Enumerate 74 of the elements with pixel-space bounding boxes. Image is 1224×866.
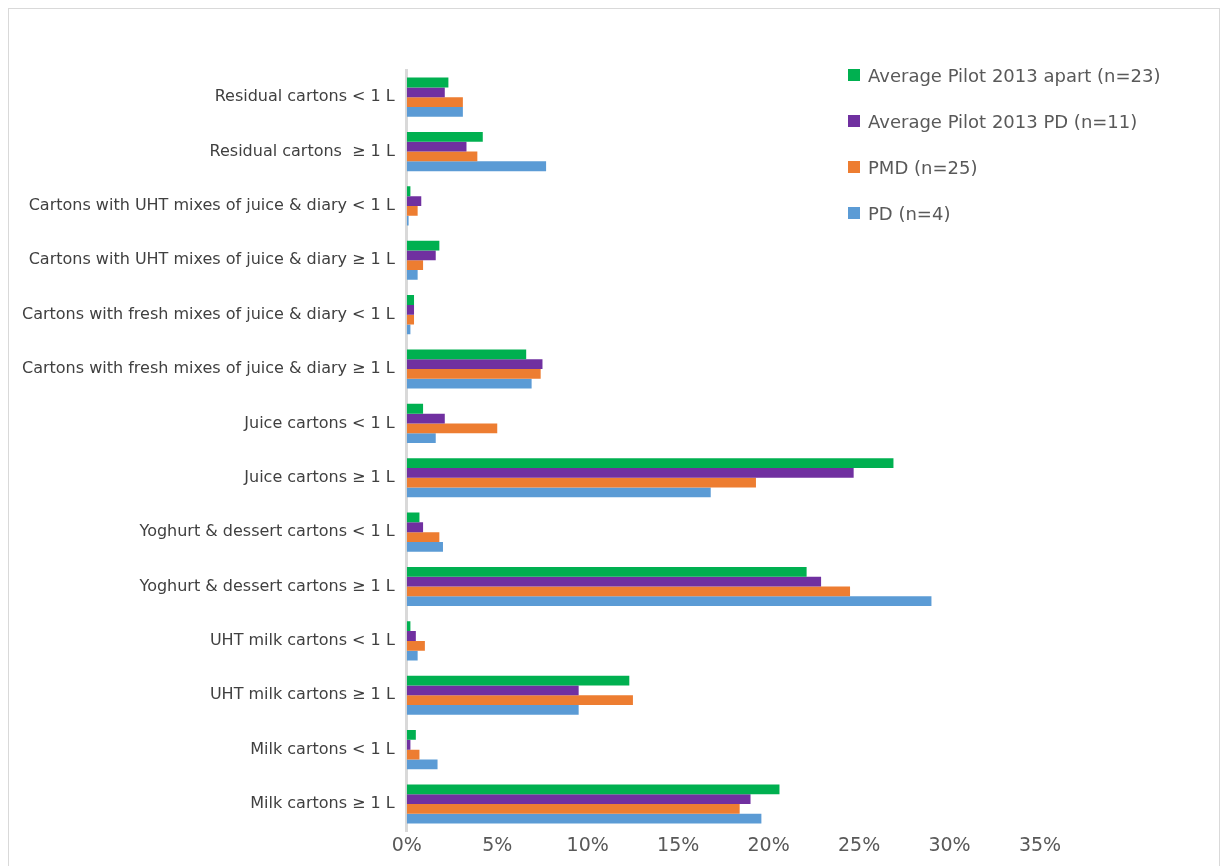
bar <box>406 141 467 152</box>
bar <box>406 161 547 172</box>
bar <box>406 532 440 542</box>
y-tick-label: Cartons with fresh mixes of juice & diary ≥ 1 L <box>21 358 395 378</box>
bar <box>406 295 415 305</box>
bar <box>406 522 424 533</box>
x-tick-label: 20% <box>747 832 790 855</box>
bar <box>406 359 543 370</box>
x-tick-label: 30% <box>928 832 971 855</box>
bar <box>406 566 807 577</box>
bar <box>406 675 630 686</box>
x-tick-label: 0% <box>391 832 422 855</box>
bar <box>406 423 498 434</box>
x-tick-label: 35% <box>1018 832 1062 855</box>
bar <box>406 576 822 587</box>
bar <box>406 196 422 206</box>
bar <box>406 433 436 443</box>
bar <box>406 304 415 315</box>
bar <box>406 695 633 706</box>
y-tick-label: Residual cartons < 1 L <box>214 86 395 106</box>
bar <box>406 794 751 805</box>
legend-label: Average Pilot 2013 PD (n=11) <box>868 110 1138 132</box>
y-tick-label: Yoghurt & dessert cartons ≥ 1 L <box>138 575 395 595</box>
bar <box>406 685 579 696</box>
bar <box>406 813 762 824</box>
bar <box>406 77 449 88</box>
y-tick-label: Residual cartons ≥ 1 L <box>209 140 395 160</box>
y-tick-label: Cartons with UHT mixes of juice & diary ≥ 1 L <box>28 249 395 269</box>
bar <box>406 403 424 414</box>
bar <box>406 541 443 552</box>
y-tick-label: Milk cartons < 1 L <box>250 738 395 758</box>
x-tick-label: 15% <box>657 832 700 855</box>
bar <box>406 250 436 261</box>
x-tick-label: 25% <box>837 832 881 855</box>
bar <box>406 631 416 641</box>
bar <box>406 260 424 271</box>
bar <box>406 205 418 216</box>
bar <box>406 477 756 488</box>
y-tick-label: Yoghurt & dessert cartons < 1 L <box>138 521 395 541</box>
y-tick-label: Milk cartons ≥ 1 L <box>250 793 395 813</box>
bar <box>406 151 478 162</box>
bar <box>406 468 854 478</box>
bar <box>406 87 445 98</box>
y-tick-label: Cartons with UHT mixes of juice & diary < 1 L <box>28 195 395 215</box>
bar <box>406 804 740 814</box>
bar <box>406 458 894 468</box>
bar <box>406 487 711 498</box>
bar <box>406 413 445 424</box>
y-tick-label: Juice cartons ≥ 1 L <box>243 466 395 486</box>
x-tick-label: 5% <box>482 832 513 855</box>
bar <box>406 596 932 607</box>
bar <box>406 705 579 715</box>
bar <box>406 586 851 597</box>
legend-label: PMD (n=25) <box>868 156 978 178</box>
bar <box>406 131 483 142</box>
y-tick-label: UHT milk cartons < 1 L <box>209 630 395 650</box>
bar <box>406 650 418 661</box>
bar <box>406 378 532 389</box>
y-tick-label: UHT milk cartons ≥ 1 L <box>209 684 395 704</box>
bar <box>406 730 416 740</box>
bar <box>406 106 463 117</box>
legend-label: PD (n=4) <box>868 202 951 224</box>
y-tick-label: Cartons with fresh mixes of juice & diary < 1 L <box>21 303 395 323</box>
bar <box>406 270 418 280</box>
x-tick-label: 10% <box>566 832 609 855</box>
bar <box>406 369 541 379</box>
legend-label: Average Pilot 2013 apart (n=23) <box>868 64 1161 86</box>
y-tick-label: Juice cartons < 1 L <box>243 412 395 432</box>
bar <box>406 240 440 251</box>
bar <box>406 784 780 795</box>
bar <box>406 349 527 360</box>
bar <box>406 97 463 107</box>
bar <box>406 640 425 651</box>
bar <box>406 759 438 770</box>
